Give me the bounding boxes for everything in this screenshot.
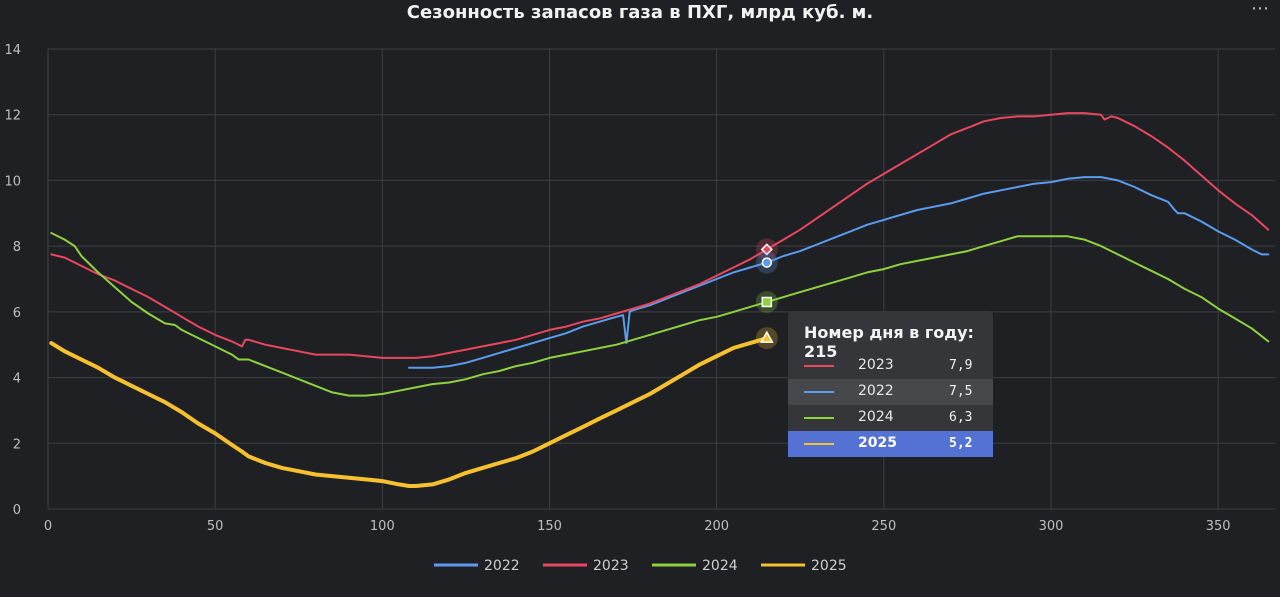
- y-tick-label: 12: [4, 109, 21, 124]
- tooltip-row: 2024 6,3: [788, 405, 993, 431]
- tooltip-row: 2023 7,9: [788, 353, 993, 379]
- tooltip-row-swatch: [804, 391, 834, 393]
- tooltip-row-value: 7,9: [949, 358, 973, 373]
- tooltip-row-value: 7,5: [949, 384, 973, 399]
- x-tick-label: 200: [704, 519, 729, 534]
- y-tick-label: 2: [13, 437, 21, 452]
- y-tick-label: 6: [13, 306, 21, 321]
- series-line-2023: [50, 112, 1270, 359]
- hover-marker-2025: [760, 330, 774, 343]
- tooltip-row-name: 2022: [858, 383, 894, 399]
- x-tick-label: 100: [370, 519, 395, 534]
- legend-label: 2025: [811, 558, 847, 574]
- axes: 0 2 4 6 8 10 12 14 0 50 100 150 200 250 300 350: [4, 43, 1230, 534]
- tooltip: Номер дня в году: 215 2023 7,9 2022 7,5 …: [788, 311, 993, 457]
- tooltip-row-swatch: [804, 443, 834, 445]
- x-tick-label: 300: [1039, 519, 1064, 534]
- series-line-2025: [49, 336, 769, 488]
- tooltip-row-name: 2025: [858, 435, 897, 451]
- legend-label: 2022: [484, 558, 520, 574]
- x-tick-label: 0: [44, 519, 52, 534]
- legend-item-2024[interactable]: 2024: [652, 558, 738, 574]
- series-line-2024: [50, 232, 1270, 397]
- tooltip-row-name: 2023: [858, 357, 894, 373]
- hover-marker-2022: [761, 257, 773, 268]
- more-options-icon[interactable]: ⋯: [1251, 0, 1270, 19]
- tooltip-row-selected: 2025 5,2: [788, 431, 993, 457]
- x-tick-label: 250: [871, 519, 896, 534]
- legend-label: 2023: [593, 558, 629, 574]
- legend-item-2022[interactable]: 2022: [434, 558, 520, 574]
- tooltip-row-name: 2024: [858, 409, 894, 425]
- x-tick-label: 350: [1206, 519, 1231, 534]
- tooltip-row-swatch: [804, 365, 834, 367]
- series-lines: [49, 112, 1270, 488]
- tooltip-row-value: 5,2: [949, 436, 973, 451]
- legend: 2022 2023 2024 2025: [434, 558, 847, 574]
- tooltip-title: Номер дня в году: 215: [804, 323, 974, 361]
- hover-marker-2023: [760, 243, 773, 256]
- x-tick-label: 50: [207, 519, 224, 534]
- tooltip-row: 2022 7,5: [788, 379, 993, 405]
- y-tick-label: 0: [13, 503, 21, 518]
- series-line-2022: [408, 176, 1270, 369]
- y-tick-label: 4: [13, 372, 21, 387]
- y-tick-label: 14: [4, 43, 21, 58]
- legend-item-2025[interactable]: 2025: [761, 558, 847, 574]
- grid: [47, 48, 1275, 510]
- x-tick-label: 150: [537, 519, 562, 534]
- legend-label: 2024: [702, 558, 738, 574]
- legend-item-2023[interactable]: 2023: [543, 558, 629, 574]
- chart-title: Сезонность запасов газа в ПХГ, млрд куб.…: [406, 2, 874, 23]
- y-tick-label: 8: [13, 240, 21, 255]
- tooltip-row-value: 6,3: [949, 410, 973, 425]
- y-tick-label: 10: [4, 174, 21, 189]
- hover-marker-2024: [761, 296, 773, 308]
- tooltip-row-swatch: [804, 417, 834, 419]
- hover-markers: [755, 238, 778, 350]
